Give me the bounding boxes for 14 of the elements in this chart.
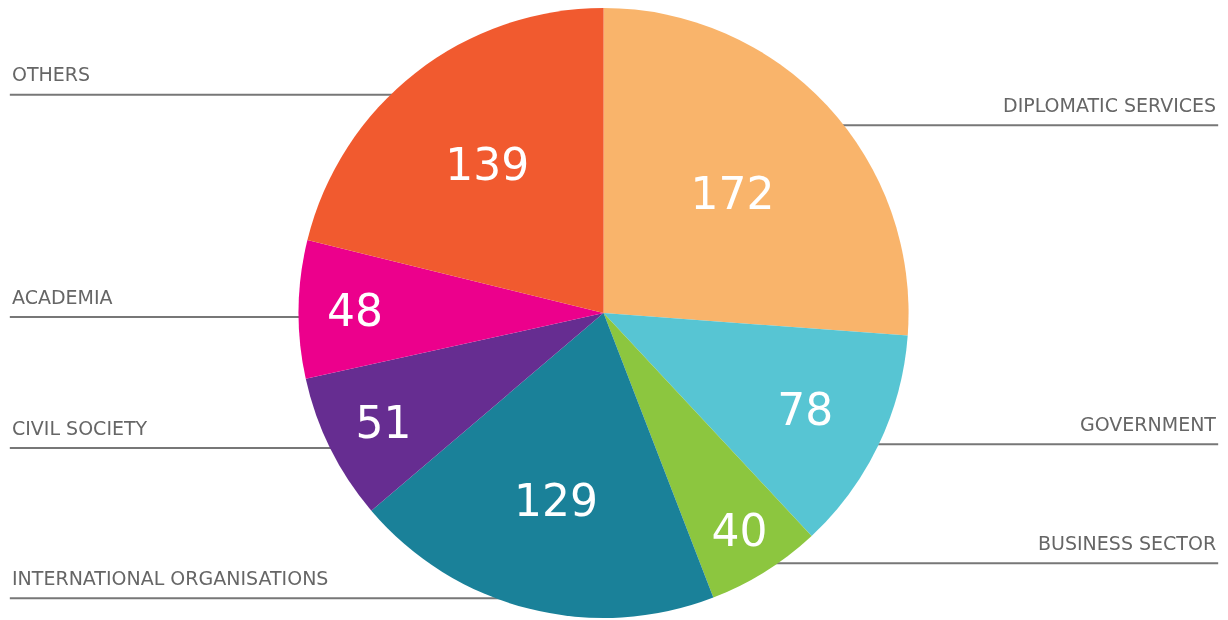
slice-label: ACADEMIA [12, 286, 113, 308]
data-label: 48 [327, 284, 384, 336]
data-label: 78 [777, 384, 834, 436]
slice-label: OTHERS [12, 63, 91, 85]
data-label: 172 [690, 167, 775, 219]
slice-label: GOVERNMENT [1080, 413, 1217, 435]
slice-label: DIPLOMATIC SERVICES [1003, 94, 1217, 116]
slice-label: INTERNATIONAL ORGANISATIONS [12, 567, 329, 589]
slice-label: BUSINESS SECTOR [1038, 532, 1217, 554]
data-label: 129 [514, 474, 598, 526]
data-label: 51 [355, 396, 412, 448]
slice-label: CIVIL SOCIETY [12, 417, 148, 439]
data-label: 40 [711, 504, 768, 556]
data-label: 139 [445, 139, 530, 191]
